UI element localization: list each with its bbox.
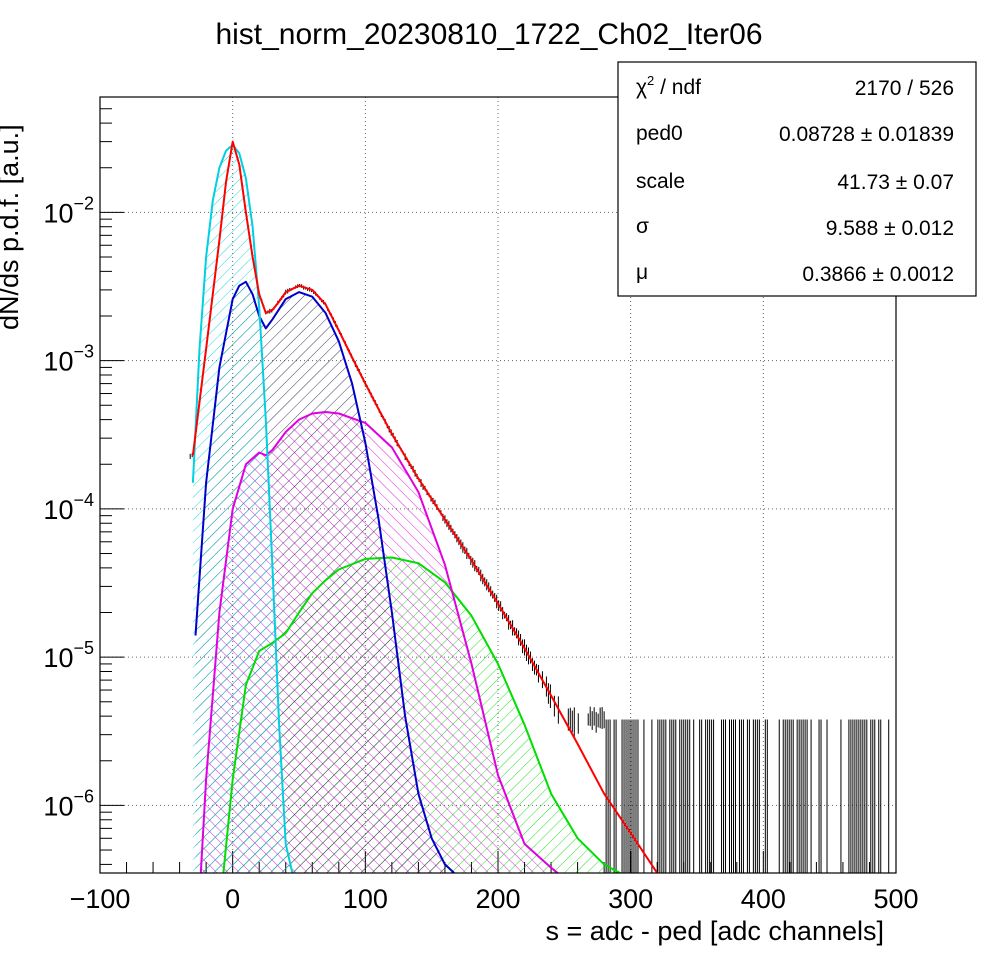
stats-label-chi2ndf: χ2 / ndf (636, 73, 701, 99)
y-tick-label: 10−5 (43, 638, 94, 673)
x-tick-label: 0 (225, 884, 240, 914)
stats-value-chi2ndf: 2170 / 526 (855, 77, 954, 100)
x-tick-label: 200 (475, 884, 520, 914)
y-tick-labels: 10−2 10−3 10−4 10−5 10−6 (43, 193, 94, 821)
pedestal-component-curve (191, 143, 294, 873)
y-tick-label: 10−3 (43, 342, 94, 377)
x-tick-label: −100 (70, 884, 131, 914)
x-tick-labels: −100 0 100 200 300 400 500 (70, 884, 919, 914)
stats-value-ped0: 0.08728 ± 0.01839 (779, 123, 954, 146)
stats-label-sigma: σ (636, 215, 649, 238)
three-pe-component-curve (222, 556, 621, 873)
stats-box-frame (617, 61, 977, 297)
total-fit-curve (191, 140, 659, 873)
x-tick-label: 100 (343, 884, 388, 914)
two-pe-component-curve (199, 411, 559, 873)
plot-frame (99, 96, 897, 874)
stats-label-scale: scale (636, 170, 685, 193)
stats-box: χ2 / ndf 2170 / 526 ped0 0.08728 ± 0.018… (617, 61, 977, 297)
chart-title: hist_norm_20230810_1722_Ch02_Iter06 (215, 18, 762, 51)
pedestal-component-curve-fill (192, 144, 293, 873)
stats-value-mu: 0.3866 ± 0.0012 (802, 263, 954, 286)
stats-value-scale: 41.73 ± 0.07 (837, 171, 954, 194)
stats-label-ped0: ped0 (636, 122, 683, 145)
one-pe-component-curve (194, 280, 455, 873)
stats-label-mu: μ (636, 261, 648, 284)
x-axis-label: s = adc - ped [adc channels] (546, 916, 884, 946)
y-axis-label: dN/ds p.d.f. [a.u.] (0, 124, 24, 330)
y-tick-label: 10−2 (43, 193, 94, 228)
stats-value-sigma: 9.588 ± 0.012 (826, 217, 954, 240)
y-tick-label: 10−4 (43, 490, 94, 525)
y-tick-label: 10−6 (43, 786, 94, 821)
x-tick-label: 300 (608, 884, 653, 914)
x-tick-label: 500 (873, 884, 918, 914)
plot-area (99, 96, 897, 873)
x-tick-label: 400 (741, 884, 786, 914)
